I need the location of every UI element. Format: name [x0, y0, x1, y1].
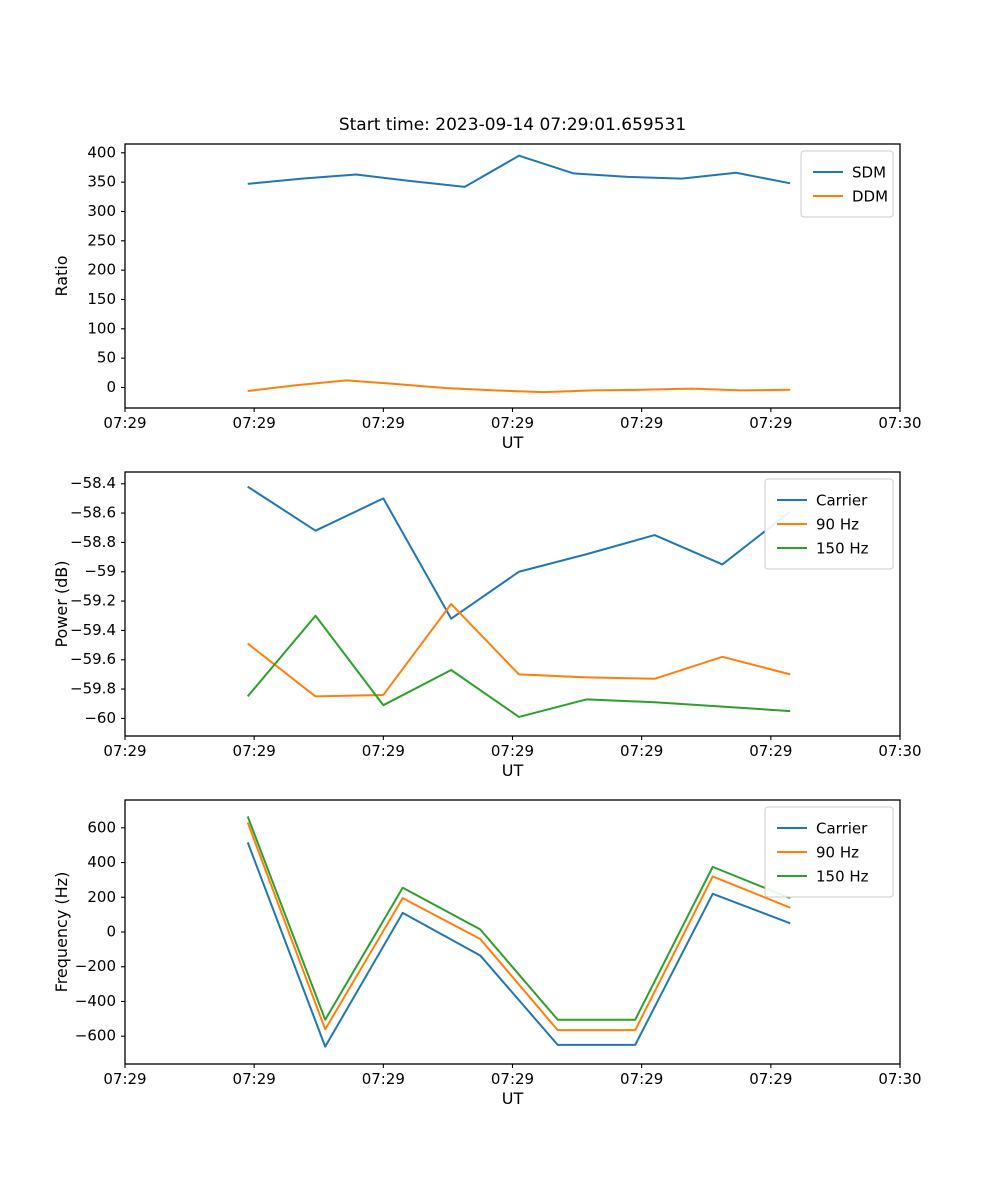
- x-axis-title: UT: [502, 1089, 524, 1108]
- legend-label-carrier: Carrier: [816, 492, 868, 510]
- x-tick-label: 07:30: [878, 414, 921, 432]
- series-line-90-hz: [247, 603, 791, 698]
- legend-box: [764, 806, 894, 898]
- y-tick-label: −200: [75, 957, 116, 975]
- y-tick-label: 200: [87, 261, 116, 279]
- y-tick-label: 50: [97, 349, 116, 367]
- x-tick-label: 07:29: [749, 742, 792, 760]
- legend-label-150-hz: 150 Hz: [816, 868, 869, 886]
- y-tick-label: −58.8: [70, 533, 116, 551]
- y-tick-label: 0: [106, 923, 116, 941]
- x-tick-label: 07:29: [103, 742, 146, 760]
- legend-label-150-hz: 150 Hz: [816, 540, 869, 558]
- subplot-frequency-hz: −600 −400 −200 0 200 400 600 07:29 07:29 07:29 07:…: [52, 799, 922, 1108]
- x-tick-label: 07:29: [491, 1070, 534, 1088]
- x-tick-label: 07:30: [878, 742, 921, 760]
- legend-label-carrier: Carrier: [816, 820, 868, 838]
- plot-frame: [124, 143, 901, 409]
- x-tick-label: 07:29: [362, 742, 405, 760]
- x-tick-label: 07:29: [362, 414, 405, 432]
- x-tick-label: 07:29: [233, 414, 276, 432]
- y-tick-label: 100: [87, 319, 116, 337]
- series-line-150-hz: [246, 614, 791, 718]
- legend-box: [764, 478, 894, 570]
- legend-box: [800, 150, 894, 218]
- x-axis-title: UT: [502, 761, 524, 780]
- subplot-power-db: −58.4 −58.6 −58.8 −59 −59.2 −59.4 −59.6 −59.8 −6…: [52, 471, 922, 780]
- figure-title: Start time: 2023-09-14 07:29:01.659531: [339, 115, 686, 135]
- y-tick-label: 600: [87, 818, 116, 836]
- series-line-ddm: [247, 379, 791, 394]
- y-axis-title: Frequency (Hz): [52, 872, 71, 993]
- x-tick-label: 07:29: [362, 1070, 405, 1088]
- y-tick-label: 250: [87, 231, 116, 249]
- x-tick-label: 07:29: [233, 742, 276, 760]
- x-tick-label: 07:29: [103, 414, 146, 432]
- series-line-150-hz: [246, 816, 791, 1021]
- y-tick-label: −58.6: [70, 504, 116, 522]
- x-tick-label: 07:29: [491, 742, 534, 760]
- x-tick-label: 07:29: [749, 414, 792, 432]
- x-tick-label: 07:29: [491, 414, 534, 432]
- y-tick-label: −59.4: [70, 621, 116, 639]
- y-axis-title: Power (dB): [52, 560, 71, 647]
- subplot-modulation-ratio: Start time: 2023-09-14 07:29:01.659531 0 5…: [52, 115, 922, 452]
- x-tick-label: 07:29: [620, 742, 663, 760]
- series-line-90-hz: [246, 822, 791, 1032]
- y-tick-label: 300: [87, 202, 116, 220]
- y-tick-label: −58.4: [70, 474, 116, 492]
- x-axis-title: UT: [502, 433, 524, 452]
- y-tick-label: −600: [75, 1027, 116, 1045]
- x-tick-label: 07:29: [103, 1070, 146, 1088]
- y-tick-label: 200: [87, 888, 116, 906]
- x-tick-label: 07:29: [620, 1070, 663, 1088]
- y-axis-title: Ratio: [52, 255, 71, 296]
- legend-label-sdm: SDM: [852, 164, 886, 182]
- y-tick-label: −400: [75, 992, 116, 1010]
- y-tick-label: −60: [84, 709, 116, 727]
- y-tick-label: 0: [106, 378, 116, 396]
- x-tick-label: 07:29: [233, 1070, 276, 1088]
- legend-label-90-hz: 90 Hz: [816, 516, 859, 534]
- legend-label-ddm: DDM: [852, 188, 888, 206]
- series-line-carrier: [247, 485, 791, 620]
- y-tick-label: −59.6: [70, 650, 116, 668]
- legend-label-90-hz: 90 Hz: [816, 844, 859, 862]
- y-tick-label: 150: [87, 290, 116, 308]
- x-tick-label: 07:29: [749, 1070, 792, 1088]
- y-tick-label: −59.8: [70, 680, 116, 698]
- series-line-sdm: [247, 154, 791, 188]
- y-tick-label: 350: [87, 173, 116, 191]
- y-tick-label: 400: [87, 143, 116, 161]
- x-tick-label: 07:30: [878, 1070, 921, 1088]
- y-tick-label: −59: [84, 562, 116, 580]
- y-tick-label: −59.2: [70, 592, 116, 610]
- y-tick-label: 400: [87, 853, 116, 871]
- x-tick-label: 07:29: [620, 414, 663, 432]
- series-line-carrier: [246, 842, 791, 1048]
